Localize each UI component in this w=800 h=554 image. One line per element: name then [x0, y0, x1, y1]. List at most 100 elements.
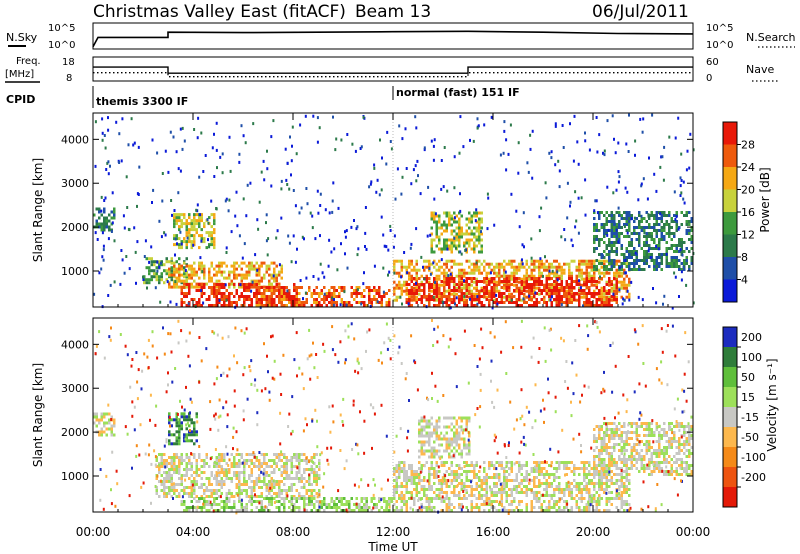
data-cell [415, 262, 418, 266]
data-cell [163, 269, 166, 273]
data-cell [398, 494, 401, 497]
data-cell [383, 509, 386, 512]
data-cell [96, 238, 99, 241]
data-cell [368, 286, 371, 289]
data-cell [180, 480, 183, 483]
data-cell [488, 277, 491, 281]
data-cell [180, 279, 183, 283]
data-cell [503, 280, 506, 283]
data-cell [338, 295, 341, 298]
data-cell [688, 223, 691, 226]
data-cell [433, 214, 436, 218]
data-cell [335, 509, 338, 512]
data-cell [132, 143, 135, 147]
data-cell [515, 301, 518, 304]
data-cell [598, 133, 601, 137]
data-cell [486, 192, 489, 196]
data-cell [493, 500, 496, 503]
data-cell [180, 222, 183, 226]
data-cell [530, 283, 533, 286]
data-cell [379, 138, 381, 142]
data-cell [638, 244, 641, 247]
data-cell [333, 503, 336, 506]
data-cell [213, 289, 216, 292]
data-cell [515, 491, 518, 494]
data-cell [295, 304, 298, 307]
data-cell [595, 238, 598, 241]
data-cell [199, 213, 202, 217]
nsky-label: N.Sky [6, 31, 38, 44]
data-cell [223, 459, 226, 462]
data-cell [485, 473, 488, 476]
data-cell [618, 268, 621, 271]
data-cell [517, 141, 520, 145]
data-cell [213, 295, 216, 298]
data-cell [193, 240, 196, 244]
data-cell [580, 292, 583, 295]
data-cell [415, 476, 418, 479]
data-cell [665, 220, 668, 223]
data-cell [503, 301, 506, 304]
data-cell [617, 180, 620, 184]
data-cell [415, 271, 418, 275]
data-cell [555, 500, 558, 503]
data-cell [260, 298, 263, 301]
data-cell [515, 280, 518, 283]
data-cell [655, 214, 658, 217]
data-cell [200, 264, 203, 268]
data-cell [523, 485, 526, 488]
data-cell [440, 159, 443, 162]
data-cell [508, 488, 511, 491]
data-cell [523, 491, 526, 494]
data-cell [340, 138, 343, 142]
data-cell [170, 474, 173, 477]
data-cell [490, 494, 493, 497]
data-cell [193, 430, 196, 434]
data-cell [468, 211, 471, 215]
data-cell [223, 301, 226, 304]
data-cell [553, 292, 556, 295]
data-cell [290, 465, 293, 468]
data-cell [405, 506, 408, 509]
data-cell [445, 277, 448, 280]
data-cell [465, 280, 468, 283]
data-cell [688, 220, 691, 223]
data-cell [453, 229, 456, 233]
data-cell [183, 459, 186, 462]
data-cell [533, 283, 536, 286]
data-cell [353, 509, 356, 512]
data-cell [108, 213, 111, 217]
data-cell [105, 421, 108, 425]
data-cell [553, 476, 556, 479]
data-cell [280, 267, 283, 271]
data-cell [435, 286, 438, 289]
data-cell [433, 491, 436, 494]
data-cell [410, 182, 413, 186]
data-cell [215, 477, 218, 480]
data-cell [488, 262, 491, 266]
data-cell [608, 301, 611, 304]
data-cell [393, 473, 396, 476]
data-cell [250, 500, 253, 503]
data-cell [283, 477, 286, 480]
data-cell [265, 264, 268, 268]
data-cell [253, 279, 256, 283]
data-cell [470, 461, 473, 464]
data-cell [235, 301, 238, 304]
data-cell [615, 286, 618, 289]
colorbar-swatch [723, 189, 737, 212]
data-cell [180, 456, 183, 459]
data-cell [213, 237, 216, 241]
data-cell [353, 292, 356, 295]
data-cell [428, 289, 431, 292]
data-cell [528, 298, 531, 301]
data-cell [188, 222, 191, 226]
data-cell [523, 289, 526, 292]
cpid-panel: CPID themis 3300 IF normal (fast) 151 IF [6, 86, 520, 108]
data-cell [570, 277, 573, 280]
data-cell [473, 265, 476, 269]
data-cell [675, 211, 678, 214]
data-cell [275, 492, 278, 495]
data-cell [435, 268, 438, 272]
data-cell [568, 494, 571, 497]
